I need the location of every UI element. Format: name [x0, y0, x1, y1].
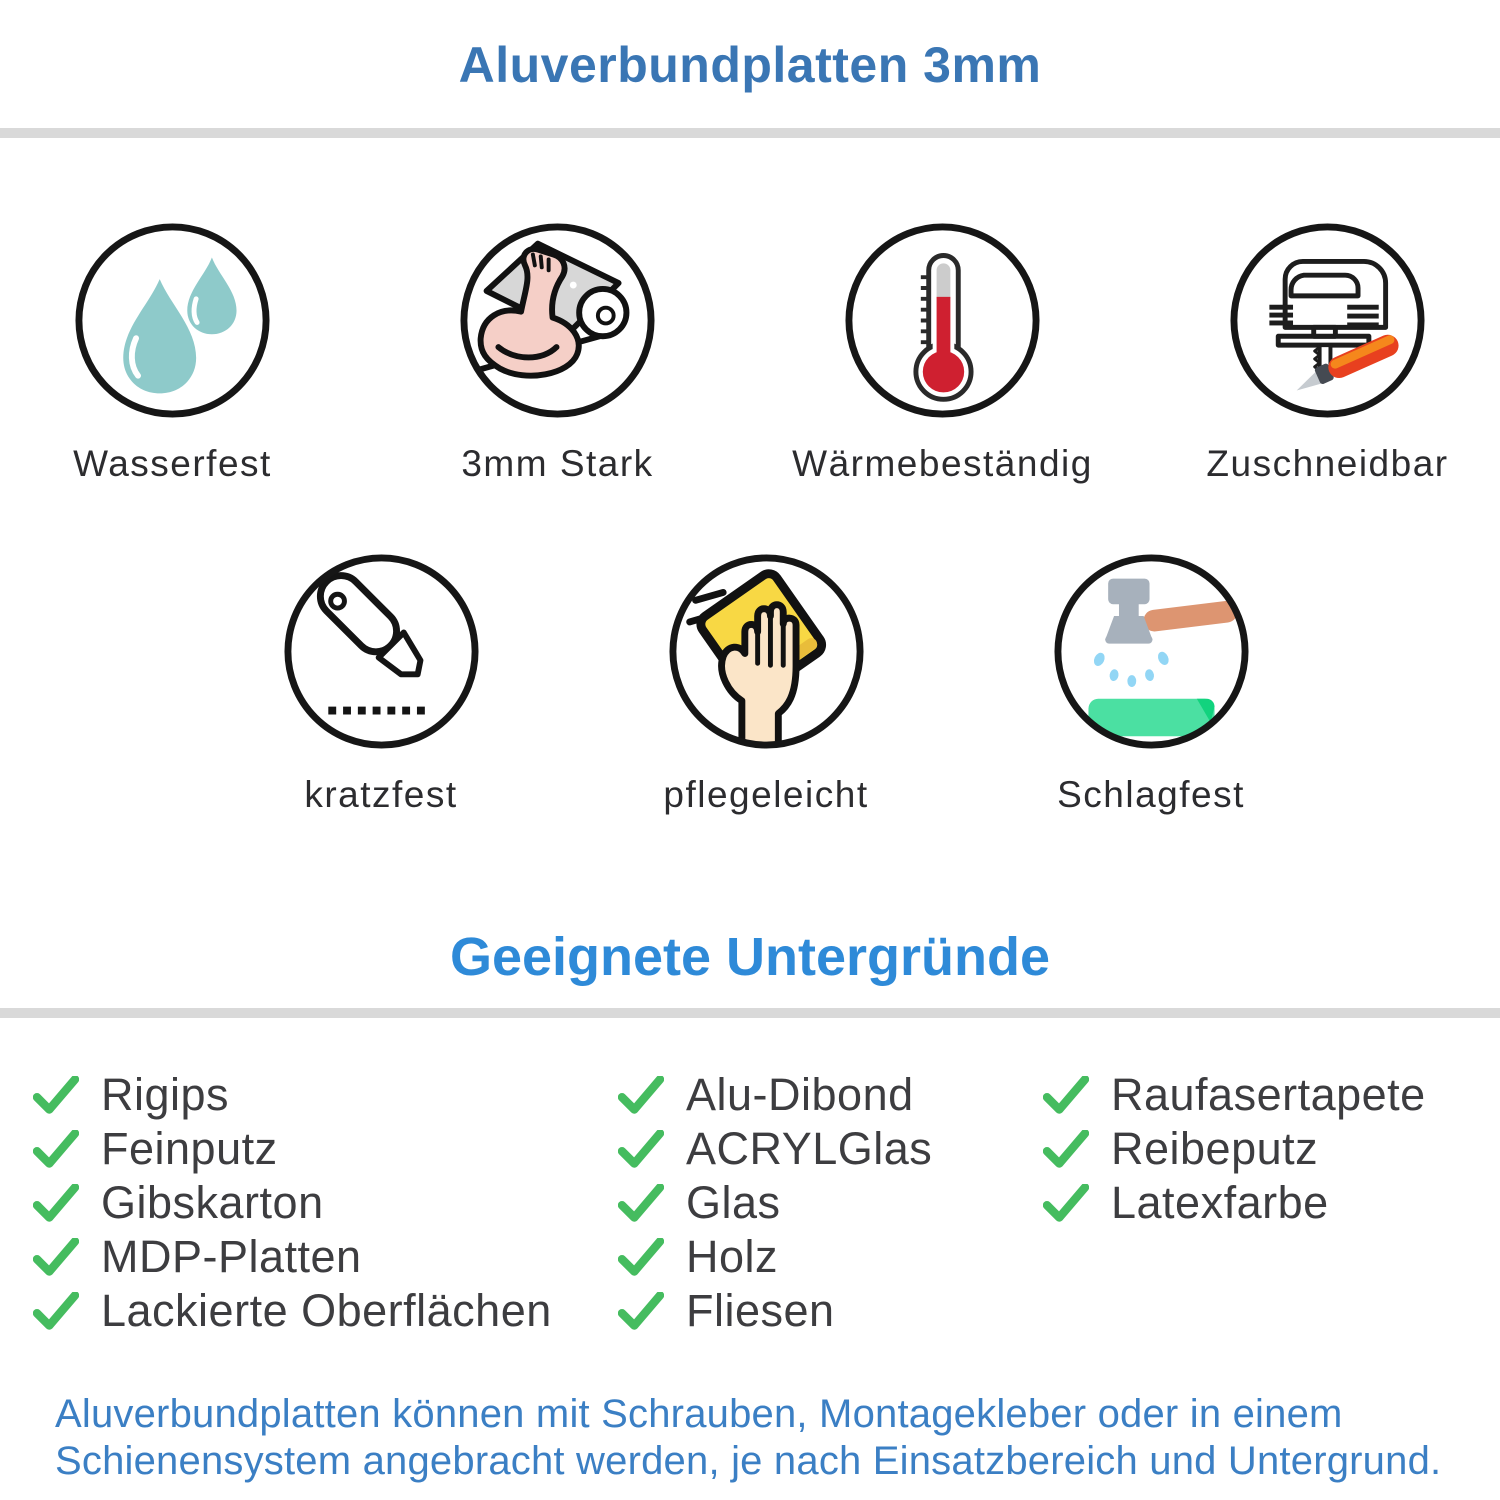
substrate-checklist: Rigips Feinputz Gibskarton MDP-Platten L…: [33, 1068, 1483, 1338]
list-item: Glas: [618, 1176, 1043, 1230]
feature-label: Schlagfest: [1057, 774, 1245, 815]
feature-row-2: kratzfest pflegeleicht: [16, 553, 1500, 816]
check-icon: [618, 1292, 664, 1330]
check-icon: [618, 1184, 664, 1222]
check-icon: [618, 1238, 664, 1276]
list-item: Feinputz: [33, 1122, 618, 1176]
list-item: Alu-Dibond: [618, 1068, 1043, 1122]
list-item: Lackierte Oberflächen: [33, 1284, 618, 1338]
check-icon: [618, 1130, 664, 1168]
feature-row-1: Wasserfest 3mm Stark: [0, 222, 1500, 485]
list-item-label: Latexfarbe: [1111, 1177, 1329, 1228]
list-item-label: Fliesen: [686, 1285, 835, 1336]
list-item-label: Alu-Dibond: [686, 1069, 914, 1120]
feature-scratchproof: kratzfest: [231, 553, 531, 816]
list-item: Holz: [618, 1230, 1043, 1284]
list-item-label: ACRYLGlas: [686, 1123, 933, 1174]
feature-waterproof: Wasserfest: [23, 222, 323, 485]
feature-label: Wärmebeständig: [792, 443, 1093, 484]
list-item-label: Glas: [686, 1177, 781, 1228]
feature-strength: 3mm Stark: [408, 222, 708, 485]
check-icon: [33, 1130, 79, 1168]
check-icon: [33, 1292, 79, 1330]
mounting-note-line-1: Aluverbundplatten können mit Schrauben, …: [55, 1392, 1343, 1436]
check-icon: [1043, 1076, 1089, 1114]
list-item: Reibeputz: [1043, 1122, 1483, 1176]
list-item: ACRYLGlas: [618, 1122, 1043, 1176]
section-title-substrates: Geeignete Untergründe: [449, 927, 1051, 987]
checklist-column-1: Rigips Feinputz Gibskarton MDP-Platten L…: [33, 1068, 618, 1338]
feature-label: 3mm Stark: [461, 443, 654, 484]
check-icon: [33, 1238, 79, 1276]
feature-label: Zuschneidbar: [1206, 443, 1449, 484]
check-icon: [1043, 1130, 1089, 1168]
list-item-label: Holz: [686, 1231, 779, 1282]
list-item-label: Reibeputz: [1111, 1123, 1319, 1174]
feature-label: kratzfest: [304, 774, 458, 815]
feature-heat-resistant: Wärmebeständig: [792, 222, 1093, 485]
feature-impact-resistant: Schlagfest: [1001, 553, 1301, 816]
list-item-label: Raufasertapete: [1111, 1069, 1426, 1120]
feature-easy-care: pflegeleicht: [616, 553, 916, 816]
list-item: Rigips: [33, 1068, 618, 1122]
list-item: MDP-Platten: [33, 1230, 618, 1284]
water-drops-icon: [75, 223, 270, 418]
mounting-note: Aluverbundplatten können mit Schrauben, …: [55, 1391, 1441, 1485]
list-item-label: MDP-Platten: [101, 1231, 362, 1282]
feature-label: Wasserfest: [73, 443, 272, 484]
page-title: Aluverbundplatten 3mm: [458, 37, 1042, 93]
check-icon: [1043, 1184, 1089, 1222]
checklist-column-2: Alu-Dibond ACRYLGlas Glas Holz Fliesen: [618, 1068, 1043, 1338]
cleaning-hand-icon: [668, 554, 864, 749]
divider-bar-bottom: [0, 1008, 1500, 1018]
check-icon: [33, 1076, 79, 1114]
list-item: Raufasertapete: [1043, 1068, 1483, 1122]
feature-cuttable: Zuschneidbar: [1178, 222, 1478, 485]
thermometer-icon: [845, 223, 1040, 418]
list-item-label: Rigips: [101, 1069, 230, 1120]
list-item-label: Lackierte Oberflächen: [101, 1285, 552, 1336]
check-icon: [618, 1076, 664, 1114]
mounting-note-line-2: Schienensystem angebracht werden, je nac…: [55, 1439, 1442, 1483]
list-item-label: Feinputz: [101, 1123, 278, 1174]
hammer-icon: [1053, 554, 1249, 749]
list-item-label: Gibskarton: [101, 1177, 324, 1228]
list-item: Latexfarbe: [1043, 1176, 1483, 1230]
check-icon: [33, 1184, 79, 1222]
list-item: Gibskarton: [33, 1176, 618, 1230]
divider-bar-top: [0, 128, 1500, 138]
list-item: Fliesen: [618, 1284, 1043, 1338]
checklist-column-3: Raufasertapete Reibeputz Latexfarbe: [1043, 1068, 1483, 1338]
feature-label: pflegeleicht: [663, 774, 869, 815]
jigsaw-icon: [1230, 223, 1425, 418]
utility-knife-icon: [283, 554, 479, 749]
muscle-arm-icon: [460, 223, 655, 418]
